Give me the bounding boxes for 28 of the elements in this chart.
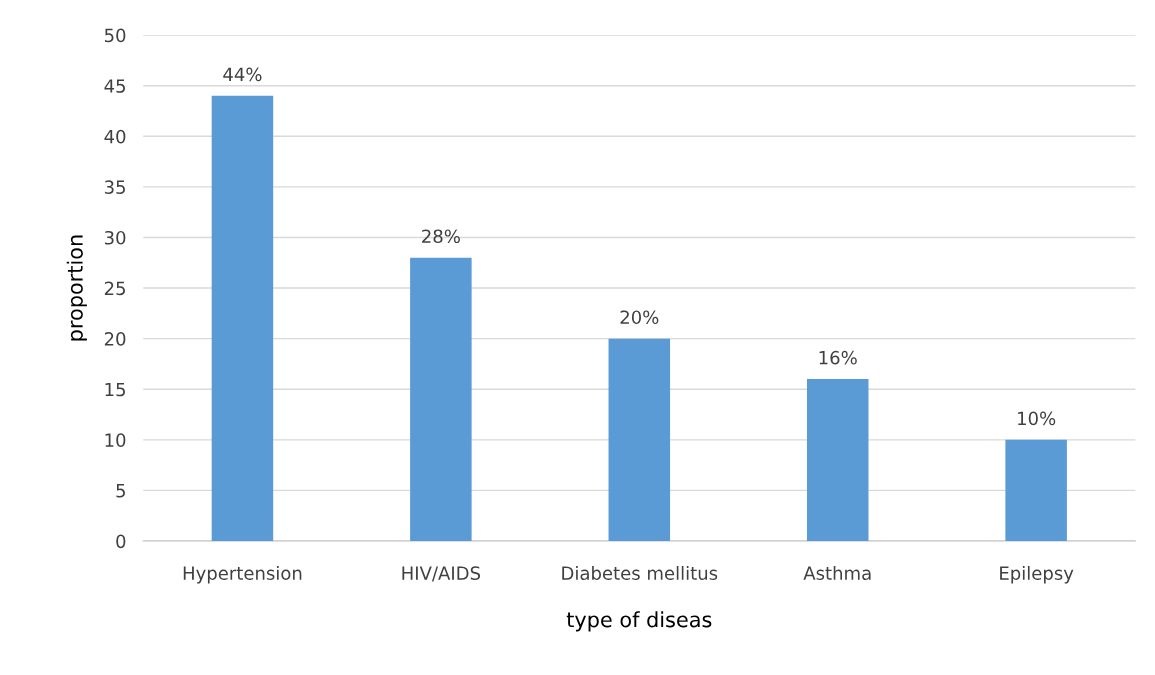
bar: [806, 379, 869, 542]
data-label: 28%: [422, 229, 460, 244]
y-tick-label: 45: [104, 79, 125, 93]
y-tick-label: 35: [104, 180, 125, 194]
y-tick-label: 20: [104, 332, 126, 346]
bar: [410, 257, 472, 542]
data-label: 44%: [223, 67, 262, 82]
data-label: 10%: [1018, 411, 1056, 426]
x-tick-label: Diabetes mellitus: [562, 566, 718, 580]
x-tick-label: Epilepsy: [1000, 566, 1074, 584]
x-tick-label: HIV/AIDS: [402, 566, 481, 582]
bar: [1005, 439, 1067, 542]
x-axis-title: type of diseas: [566, 611, 712, 632]
x-tick-label: Hypertension: [183, 566, 302, 584]
x-tick-label: Asthma: [803, 566, 871, 580]
y-tick-label: 50: [104, 28, 126, 43]
data-label: 16%: [819, 350, 857, 365]
y-tick-label: 40: [104, 129, 126, 144]
y-tick-label: 15: [105, 382, 125, 397]
y-tick-label: 10: [105, 433, 126, 447]
bar: [211, 95, 274, 542]
y-tick-label: 25: [104, 281, 125, 296]
y-tick-label: 0: [116, 534, 126, 549]
y-tick-label: 30: [104, 230, 126, 245]
y-axis-title: proportion: [66, 235, 87, 341]
data-label: 20%: [620, 310, 659, 325]
y-tick-label: 5: [116, 484, 125, 498]
bar: [608, 338, 671, 542]
